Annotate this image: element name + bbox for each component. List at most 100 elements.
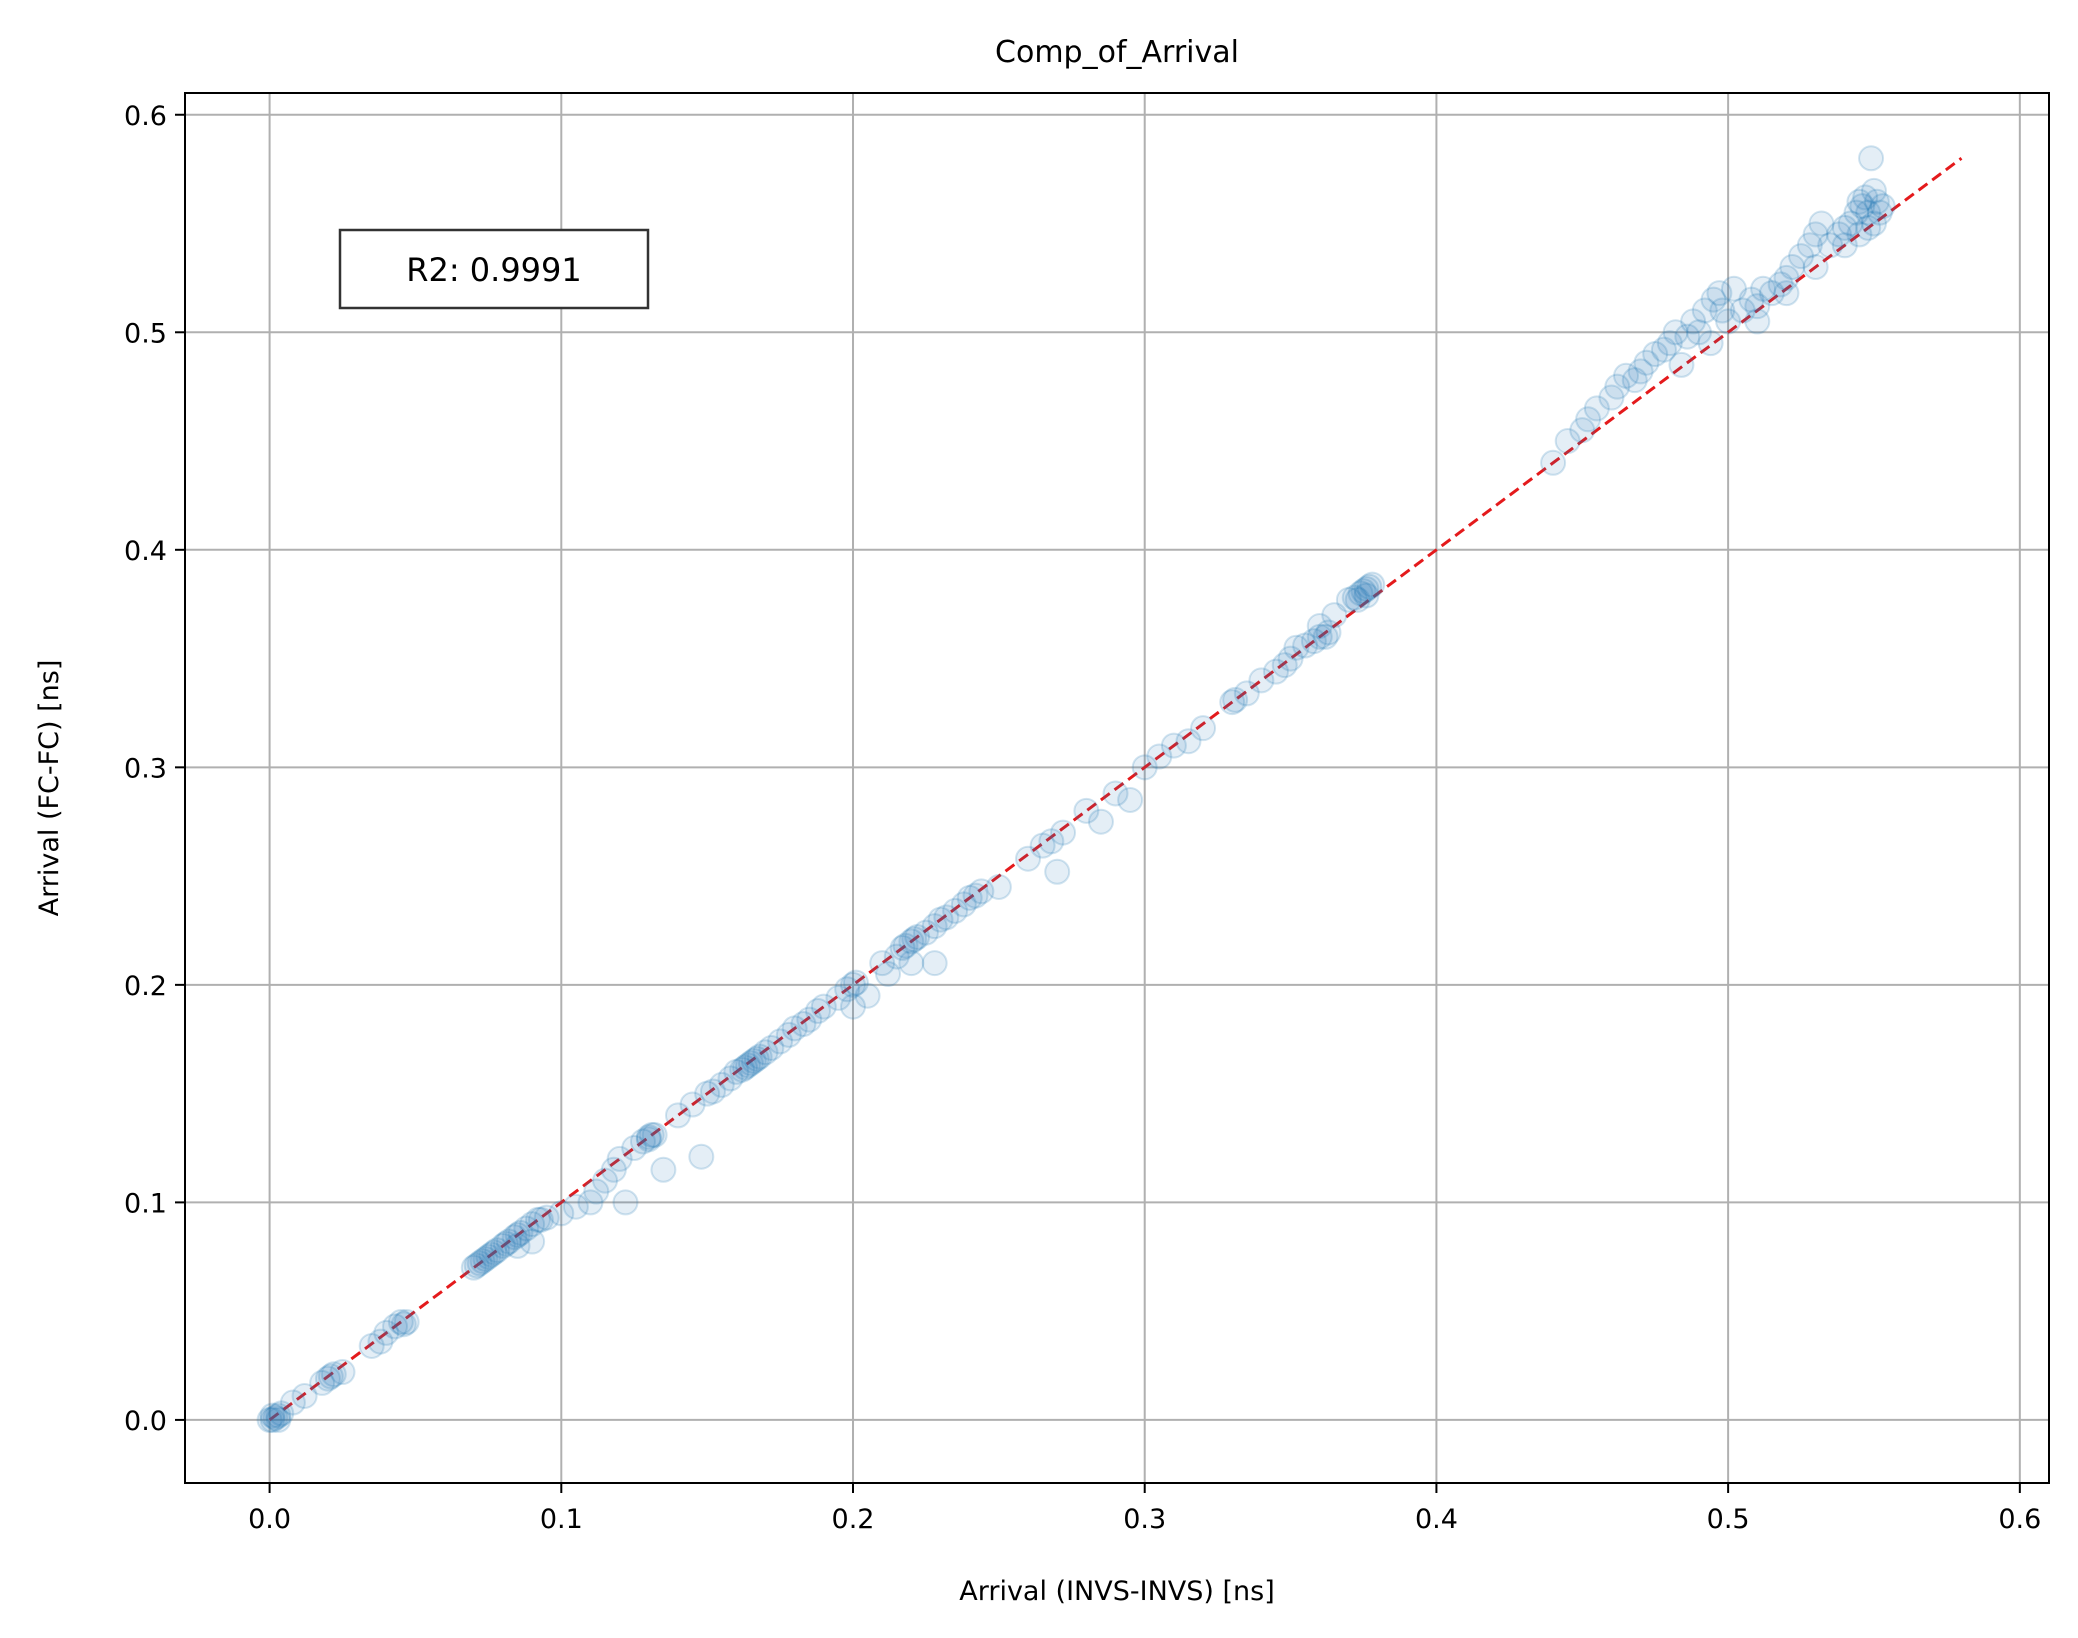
data-point: [1709, 297, 1736, 324]
data-point: [752, 1039, 779, 1066]
data-point: [892, 932, 919, 959]
data-point: [927, 906, 954, 933]
x-axis-label: Arrival (INVS-INVS) [ns]: [959, 1576, 1274, 1607]
data-point: [1146, 743, 1173, 770]
data-point: [699, 1078, 726, 1105]
data-point: [320, 1361, 347, 1388]
y-tick-label: 0.2: [124, 971, 167, 1002]
data-point: [1613, 362, 1640, 389]
data-point: [1050, 819, 1077, 846]
data-point: [1321, 602, 1348, 629]
x-tick-label: 0.4: [1415, 1504, 1458, 1535]
data-point: [367, 1328, 394, 1355]
y-tick-label: 0.1: [124, 1188, 167, 1219]
data-point: [1283, 634, 1310, 661]
data-point: [1700, 286, 1727, 313]
data-point: [1846, 221, 1873, 248]
data-point: [291, 1382, 318, 1409]
data-point: [504, 1232, 531, 1259]
data-point: [390, 1311, 417, 1338]
data-point: [519, 1228, 546, 1255]
data-point: [481, 1239, 508, 1266]
x-tick-label: 0.1: [540, 1504, 583, 1535]
data-point: [329, 1359, 356, 1386]
data-point: [1656, 330, 1683, 357]
data-point: [612, 1189, 639, 1216]
data-point: [489, 1232, 516, 1259]
data-point: [664, 1102, 691, 1129]
data-point: [1802, 254, 1829, 281]
data-point: [729, 1056, 756, 1083]
data-point: [475, 1243, 502, 1270]
data-point: [519, 1211, 546, 1238]
data-point: [781, 1015, 808, 1042]
data-point: [1306, 623, 1333, 650]
data-point: [1796, 232, 1823, 259]
data-point: [840, 993, 867, 1020]
data-point: [1087, 808, 1114, 835]
data-point: [466, 1250, 493, 1277]
data-point: [942, 897, 969, 924]
data-point: [1855, 199, 1882, 226]
data-point: [898, 928, 925, 955]
data-point: [1863, 188, 1890, 215]
data-point: [478, 1241, 505, 1268]
data-point: [635, 1126, 662, 1153]
data-point: [507, 1219, 534, 1246]
y-tick-label: 0.4: [124, 536, 167, 567]
data-point: [1837, 210, 1864, 237]
data-point: [621, 1135, 648, 1162]
data-point: [629, 1128, 656, 1155]
data-point: [1750, 275, 1777, 302]
data-point: [562, 1193, 589, 1220]
data-point: [373, 1319, 400, 1346]
data-point: [1633, 349, 1660, 376]
x-tick-label: 0.5: [1707, 1504, 1750, 1535]
data-point: [265, 1402, 292, 1429]
data-point: [1175, 728, 1202, 755]
data-point: [472, 1245, 499, 1272]
data-point: [740, 1047, 767, 1074]
x-tick-label: 0.2: [832, 1504, 875, 1535]
data-point: [1353, 575, 1380, 602]
data-point: [387, 1309, 414, 1336]
data-point: [600, 1156, 627, 1183]
data-point: [956, 884, 983, 911]
data-point: [1831, 214, 1858, 241]
data-point: [256, 1406, 283, 1433]
data-point: [901, 926, 928, 953]
data-point: [1685, 319, 1712, 346]
data-point: [694, 1080, 721, 1107]
data-point: [1583, 395, 1610, 422]
data-point: [1359, 571, 1386, 598]
data-point: [1117, 786, 1144, 813]
data-point: [805, 997, 832, 1024]
data-point: [527, 1206, 554, 1233]
data-point: [1292, 632, 1319, 659]
chart-title: Comp_of_Arrival: [995, 35, 1239, 70]
data-point: [1674, 323, 1701, 350]
data-point: [1344, 586, 1371, 613]
data-point: [883, 943, 910, 970]
data-point: [1720, 275, 1747, 302]
data-point: [933, 904, 960, 931]
reference-line-group: [268, 157, 1963, 1422]
data-point: [746, 1043, 773, 1070]
data-point: [1222, 686, 1249, 713]
data-point: [1102, 780, 1129, 807]
data-point: [775, 1021, 802, 1048]
data-point: [1715, 308, 1742, 335]
data-point: [635, 1124, 662, 1151]
data-point: [314, 1365, 341, 1392]
y-axis-label: Arrival (FC-FC) [ns]: [34, 660, 65, 917]
plot-area-frame: [184, 92, 2050, 1484]
data-point: [1248, 667, 1275, 694]
data-point: [732, 1054, 759, 1081]
data-point: [840, 971, 867, 998]
data-point: [1554, 428, 1581, 455]
data-point: [1569, 417, 1596, 444]
data-point: [583, 1178, 610, 1205]
y-tick-label: 0.0: [124, 1406, 167, 1437]
data-point: [1858, 145, 1885, 172]
annotation-box: [338, 228, 650, 310]
